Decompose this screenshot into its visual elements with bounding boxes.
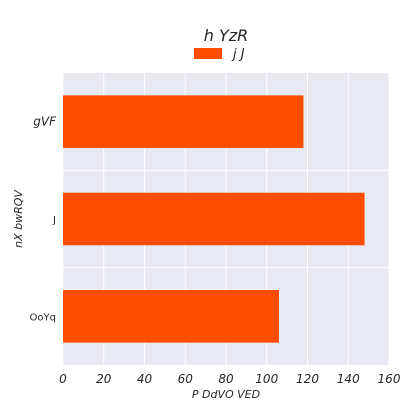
bars [63,95,365,343]
x-tick-label: 100 [255,372,278,386]
legend-swatch [194,48,222,59]
y-tick-label: OoYq [30,312,56,323]
x-tick-label: 60 [178,372,194,386]
legend: j J [194,47,245,62]
bar [63,192,365,246]
x-tick-label: 160 [378,372,401,386]
x-tick-label: 140 [337,372,360,386]
x-axis-label: P DdVO VED [192,388,260,401]
y-tick-label: gVF [33,115,57,129]
x-tick-label: 40 [137,372,153,386]
x-tick-label: 20 [96,372,112,386]
legend-label: j J [231,47,245,62]
y-tick-label: J [52,215,56,226]
bar [63,95,304,148]
x-tick-label: 80 [218,372,234,386]
x-tick-label: 120 [296,372,319,386]
chart-title: h YzR [204,26,249,45]
x-tick-label: 0 [59,372,67,386]
y-axis-label: nX bwRQV [12,189,25,248]
bar [63,290,279,343]
x-tick-labels: 0 20 40 60 80 100 120 140 160 [59,372,401,386]
y-tick-labels: gVF J OoYq [30,115,58,324]
